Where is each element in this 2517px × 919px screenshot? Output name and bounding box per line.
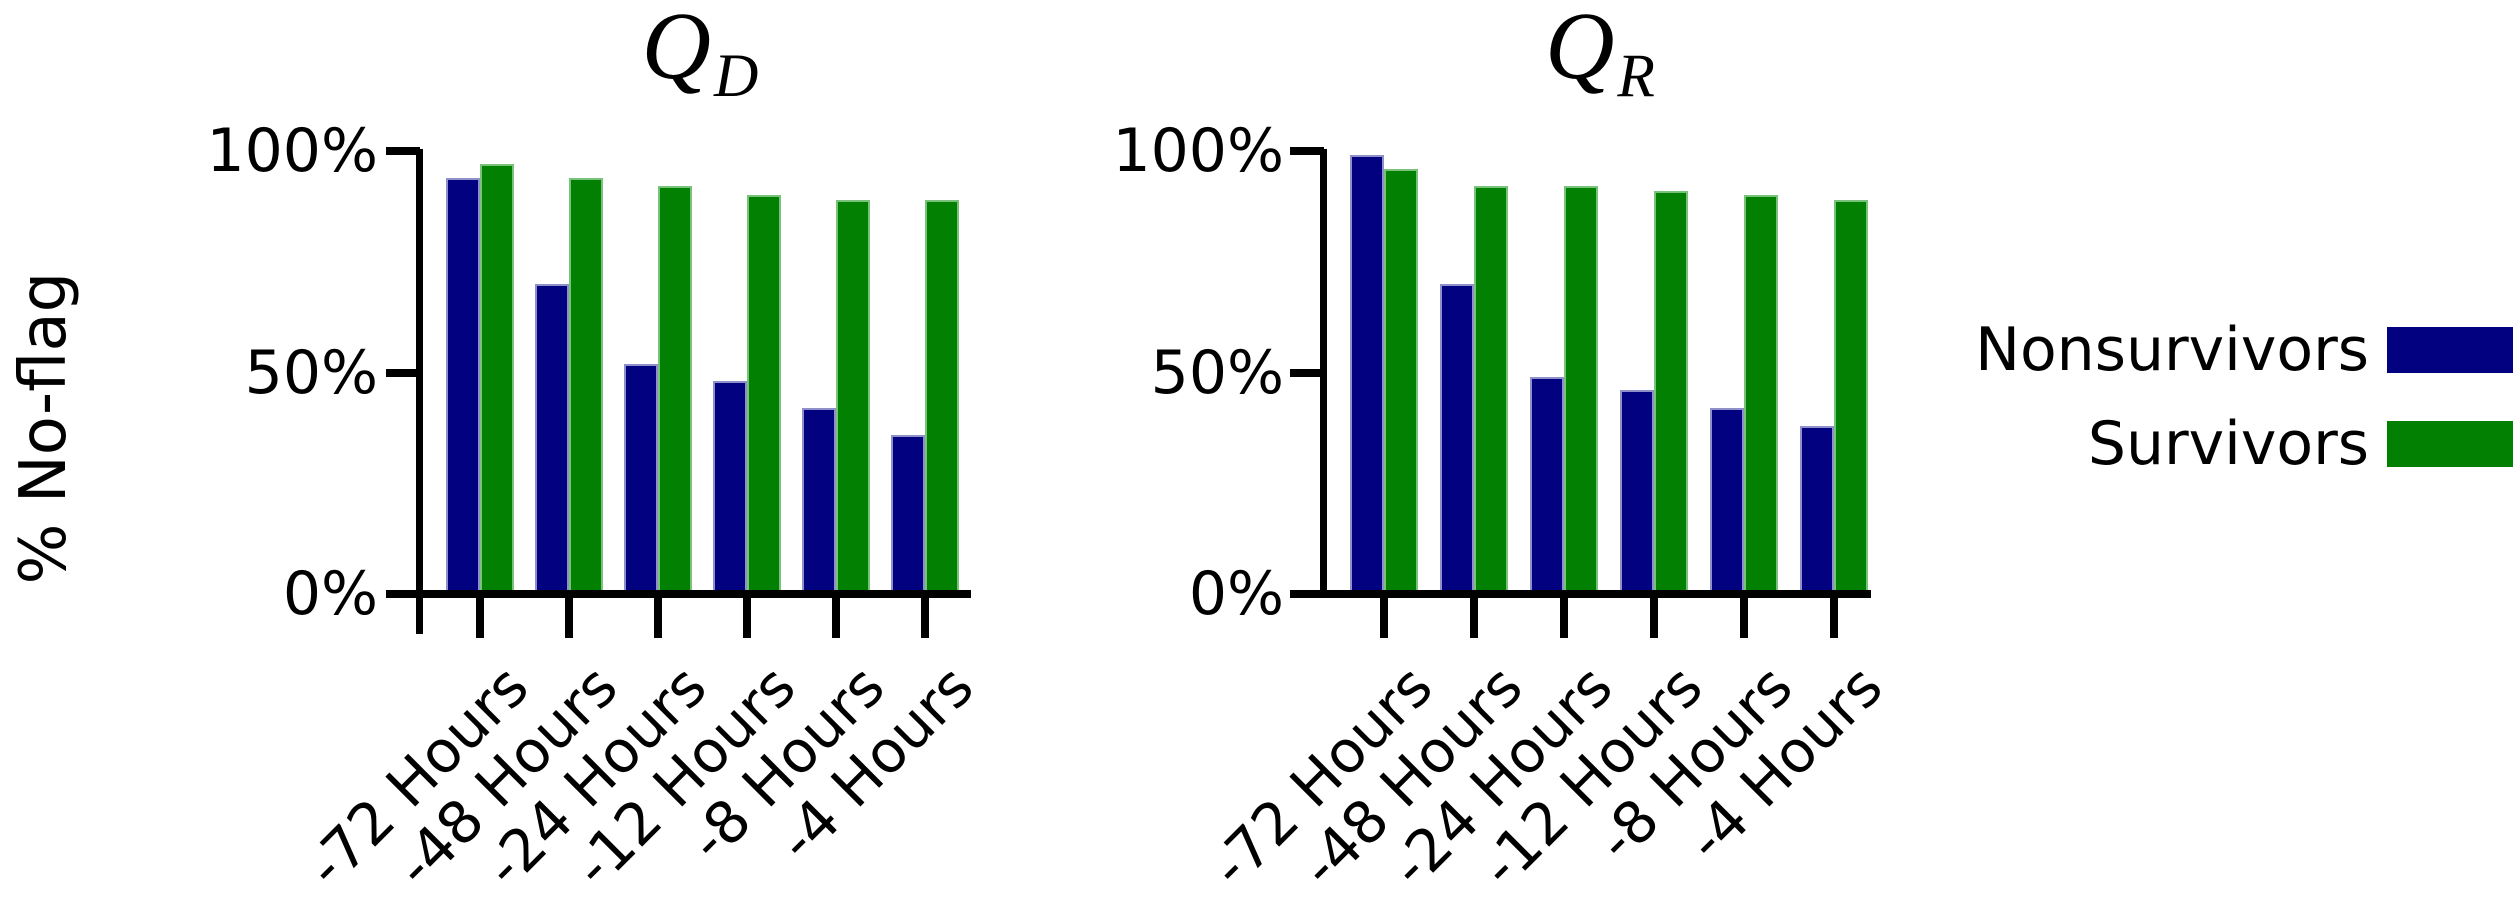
legend-label-nonsurvivors: Nonsurvivors bbox=[1975, 315, 2369, 385]
bar-nonsurvivors--8-hours bbox=[802, 407, 836, 594]
bar-survivors--8-hours bbox=[1744, 195, 1778, 594]
x-axis-line bbox=[1290, 590, 1871, 598]
y-tick-100% bbox=[1290, 147, 1324, 155]
y-tick-label-100%: 100% bbox=[1112, 116, 1284, 186]
right-chart-title-main: Q bbox=[1545, 0, 1615, 99]
bar-nonsurvivors--48-hours bbox=[535, 283, 569, 594]
y-axis-label: % No-flag bbox=[7, 271, 81, 585]
y-tick-label-50%: 50% bbox=[244, 337, 378, 408]
bar-nonsurvivors--24-hours bbox=[1530, 376, 1564, 594]
x-tick--48-hours bbox=[1470, 598, 1478, 638]
x-tick--24-hours bbox=[1560, 598, 1568, 638]
bar-survivors--72-hours bbox=[1384, 168, 1418, 594]
bar-nonsurvivors--72-hours bbox=[446, 177, 480, 594]
right-chart-title: QR bbox=[1545, 0, 1655, 136]
bar-nonsurvivors--8-hours bbox=[1710, 407, 1744, 594]
y-tick-100% bbox=[386, 147, 420, 155]
bar-nonsurvivors--24-hours bbox=[624, 363, 658, 594]
legend-swatch-nonsurvivors bbox=[2387, 327, 2513, 373]
bar-nonsurvivors--12-hours bbox=[713, 381, 747, 594]
bar-survivors--4-hours bbox=[1834, 199, 1868, 594]
y-tick-label-100%: 100% bbox=[206, 116, 378, 186]
bar-survivors--24-hours bbox=[658, 186, 692, 594]
bar-survivors--4-hours bbox=[925, 199, 959, 594]
y-tick-label-0%: 0% bbox=[282, 559, 378, 629]
bar-survivors--48-hours bbox=[569, 177, 603, 594]
bar-survivors--48-hours bbox=[1474, 186, 1508, 594]
x-tick--24-hours bbox=[654, 598, 662, 638]
y-axis-spine bbox=[416, 149, 423, 634]
bar-nonsurvivors--12-hours bbox=[1620, 390, 1654, 594]
x-tick--72-hours bbox=[1380, 598, 1388, 638]
y-tick-50% bbox=[386, 368, 420, 377]
x-tick--12-hours bbox=[1650, 598, 1658, 638]
x-tick--72-hours bbox=[476, 598, 484, 638]
left-chart-title: QD bbox=[642, 0, 759, 136]
x-tick--4-hours bbox=[921, 598, 929, 638]
bar-nonsurvivors--4-hours bbox=[1800, 425, 1834, 594]
bar-survivors--24-hours bbox=[1564, 186, 1598, 594]
x-tick--8-hours bbox=[1740, 598, 1748, 638]
bar-survivors--12-hours bbox=[747, 195, 781, 594]
bar-nonsurvivors--48-hours bbox=[1440, 283, 1474, 594]
bar-survivors--72-hours bbox=[480, 164, 514, 594]
right-chart-title-subscript: R bbox=[1617, 42, 1655, 111]
left-chart-title-main: Q bbox=[641, 0, 711, 99]
legend-swatch-survivors bbox=[2387, 421, 2513, 467]
bar-nonsurvivors--4-hours bbox=[891, 434, 925, 594]
x-tick--12-hours bbox=[743, 598, 751, 638]
x-tick--48-hours bbox=[565, 598, 573, 638]
y-tick-label-0%: 0% bbox=[1188, 559, 1284, 629]
legend-label-survivors: Survivors bbox=[2087, 409, 2369, 479]
bar-survivors--8-hours bbox=[836, 199, 870, 594]
left-chart-title-subscript: D bbox=[713, 42, 759, 111]
bar-nonsurvivors--72-hours bbox=[1350, 155, 1384, 594]
y-tick-50% bbox=[1290, 368, 1324, 377]
bar-survivors--12-hours bbox=[1654, 190, 1688, 594]
x-tick--4-hours bbox=[1830, 598, 1838, 638]
y-tick-label-50%: 50% bbox=[1150, 337, 1284, 408]
x-axis-line bbox=[386, 590, 971, 598]
x-tick--8-hours bbox=[832, 598, 840, 638]
